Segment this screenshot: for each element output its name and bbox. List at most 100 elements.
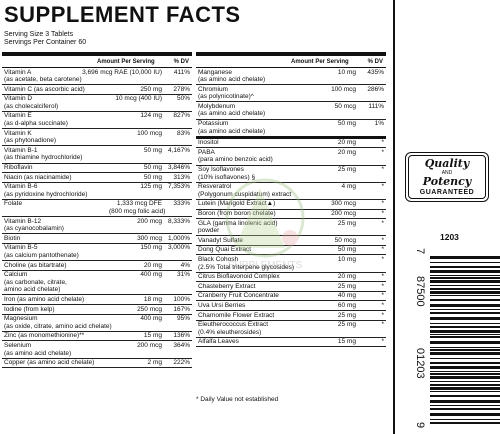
barcode: 7 87500 01203 9 xyxy=(414,248,500,428)
barcode-bar xyxy=(430,366,500,369)
daily-value: * xyxy=(381,166,384,174)
nutrient-name: Resveratrol xyxy=(198,183,232,191)
daily-value: * xyxy=(381,210,384,217)
nutrient-row: Alfalfa Leaves 15 mg * xyxy=(196,338,386,348)
nutrient-row: Selenium (as amino acid chelate) 200 mcg 36… xyxy=(2,341,192,359)
nutrient-name: Vitamin D xyxy=(4,95,33,103)
nutrient-row: Vanadyl Sulfate 50 mcg * xyxy=(196,236,386,246)
watermark-logo: SUPPLEMENTS xyxy=(225,178,305,271)
nutrient-detail: amino acid chelate) xyxy=(4,286,61,294)
nutrient-name: Copper (as amino acid chelate) xyxy=(4,359,95,367)
amount-per-serving: 200 mcg xyxy=(331,210,356,217)
daily-value: 435% xyxy=(367,68,384,76)
nutrient-detail: (as polynicotinate)^ xyxy=(198,93,254,101)
amount-per-serving: 50 mg xyxy=(337,120,356,128)
nutrient-detail: (10% isoflavones) § xyxy=(198,173,256,181)
nutrient-detail: (Polygonum cuspidatum) extract xyxy=(198,190,292,198)
amount-detail: (800 mcg folic acid) xyxy=(109,208,166,215)
daily-value: 83% xyxy=(176,129,190,137)
nutrient-row: Vitamin E (as d-alpha succinate) 124 mg 827… xyxy=(2,112,192,130)
nutrient-row: Zinc (as monomethionine)** 15 mg 136% xyxy=(2,332,192,342)
nutrient-name: Molybdenum xyxy=(198,102,236,110)
daily-value: 411% xyxy=(173,68,190,76)
barcode-digit-group: 7 xyxy=(414,248,426,254)
daily-value: 313% xyxy=(173,173,190,181)
amount-per-serving: 50 mg xyxy=(337,246,356,254)
dv-header: % DV xyxy=(367,58,383,65)
nutrient-name: Magnesium xyxy=(4,315,38,323)
nutrient-name: Inositol xyxy=(198,139,219,147)
nutrient-row: Vitamin B-5 (as calcium pantothenate) 150 … xyxy=(2,244,192,262)
barcode-bar xyxy=(430,291,500,294)
quality-seal: Quality AND Potency GUARANTEED xyxy=(405,152,489,202)
barcode-bar xyxy=(430,341,500,344)
daily-value: * xyxy=(381,301,384,309)
nutrient-name: Manganese xyxy=(198,68,232,76)
amount-per-serving: 50 mcg xyxy=(334,102,356,110)
barcode-bar xyxy=(430,317,500,320)
barcode-bar xyxy=(430,347,500,348)
amount-per-serving: 200 mcg xyxy=(137,217,162,225)
nutrient-detail: (as amino acid chelate) xyxy=(198,110,266,118)
nutrient-detail: (as thiamine hydrochloride) xyxy=(4,154,83,162)
amount-per-serving: 60 mg xyxy=(337,301,356,309)
nutrient-name: Calcium xyxy=(4,271,28,279)
barcode-bar xyxy=(430,376,500,379)
amount-per-serving: 50 mg xyxy=(143,173,162,181)
barcode-bar xyxy=(430,381,500,382)
barcode-bar xyxy=(430,280,500,283)
amount-per-serving: 50 mcg xyxy=(334,236,356,244)
barcode-bar xyxy=(430,256,500,259)
amount-per-serving: 2 mg xyxy=(147,359,162,367)
daily-value: 3,846% xyxy=(167,164,190,172)
amount-per-serving: 18 mg xyxy=(143,295,162,303)
daily-value: * xyxy=(381,292,384,300)
amount-per-serving: 4 mg xyxy=(341,183,356,191)
daily-value: 827% xyxy=(173,112,190,120)
nutrient-row: Cranberry Fruit Concentrate 40 mg * xyxy=(196,292,386,302)
nutrient-row: Vitamin B-12 (as cyanocobalamin) 200 mcg 8,… xyxy=(2,217,192,235)
amount-per-serving: 40 mg xyxy=(337,292,356,300)
nutrient-name: GLA (gamma linolenic acid) xyxy=(198,219,278,227)
nutrient-name: Lutein (Marigold Extract▲) xyxy=(198,200,276,208)
nutrient-detail: (as amino acid chelate) xyxy=(198,127,266,135)
nutrient-row: Boron (from boron chelate) 200 mcg * xyxy=(196,210,386,220)
barcode-digit-group: 9 xyxy=(414,422,426,428)
nutrient-row: PABA (para amino benzoic acid) 20 mg * xyxy=(196,148,386,166)
amount-per-serving: 1,333 mcg DFE xyxy=(116,200,162,208)
amount-per-serving: 10 mg xyxy=(337,68,356,76)
nutrient-detail: (para amino benzoic acid) xyxy=(198,156,273,164)
barcode-bar xyxy=(430,373,500,375)
daily-value: * xyxy=(381,219,384,227)
nutrient-row: Calcium (as carbonate, citrate, amino acid… xyxy=(2,271,192,296)
amount-per-serving: 200 mcg xyxy=(137,341,162,349)
nutrient-row: Vitamin B-6 (as pyridoxine hydrochloride)… xyxy=(2,183,192,200)
supplement-facts-panel: SUPPLEMENT FACTS Serving Size 3 Tablets … xyxy=(2,0,395,434)
barcode-bar xyxy=(430,262,500,263)
nutrient-detail: (as amino acid chelate) xyxy=(4,349,72,357)
daily-value: 278% xyxy=(173,85,190,93)
nutrient-name: Chromium xyxy=(198,85,228,93)
nutrient-row: Black Cohosh (2.5% Total triterpene glyco… xyxy=(196,255,386,273)
amount-per-serving: 400 mg xyxy=(140,271,162,279)
amount-per-serving: 15 mg xyxy=(337,338,356,346)
barcode-bar xyxy=(430,413,500,416)
barcode-bar xyxy=(430,330,500,333)
barcode-bar xyxy=(430,408,500,410)
amount-per-serving: 50 mg xyxy=(143,146,162,154)
daily-value: * xyxy=(381,139,384,147)
daily-value: 8,333% xyxy=(167,217,190,225)
nutrient-name: Vanadyl Sulfate xyxy=(198,236,244,244)
amount-per-serving: 25 mg xyxy=(337,219,356,227)
amount-per-serving: 50 mg xyxy=(143,164,162,172)
nutrient-row: Lutein (Marigold Extract▲) 300 mcg * xyxy=(196,200,386,210)
barcode-bar xyxy=(430,275,500,276)
seal-and: AND xyxy=(441,169,453,176)
daily-value: * xyxy=(381,255,384,263)
nutrient-row: Iodine (from kelp) 250 mcg 167% xyxy=(2,305,192,315)
nutrient-row: Resveratrol (Polygonum cuspidatum) extrac… xyxy=(196,183,386,200)
nutrient-name: Biotin xyxy=(4,234,21,242)
barcode-bar xyxy=(430,336,500,338)
amount-per-serving: 20 mg xyxy=(337,139,356,147)
nutrient-row: Uva Ursi Berries 60 mg * xyxy=(196,301,386,312)
